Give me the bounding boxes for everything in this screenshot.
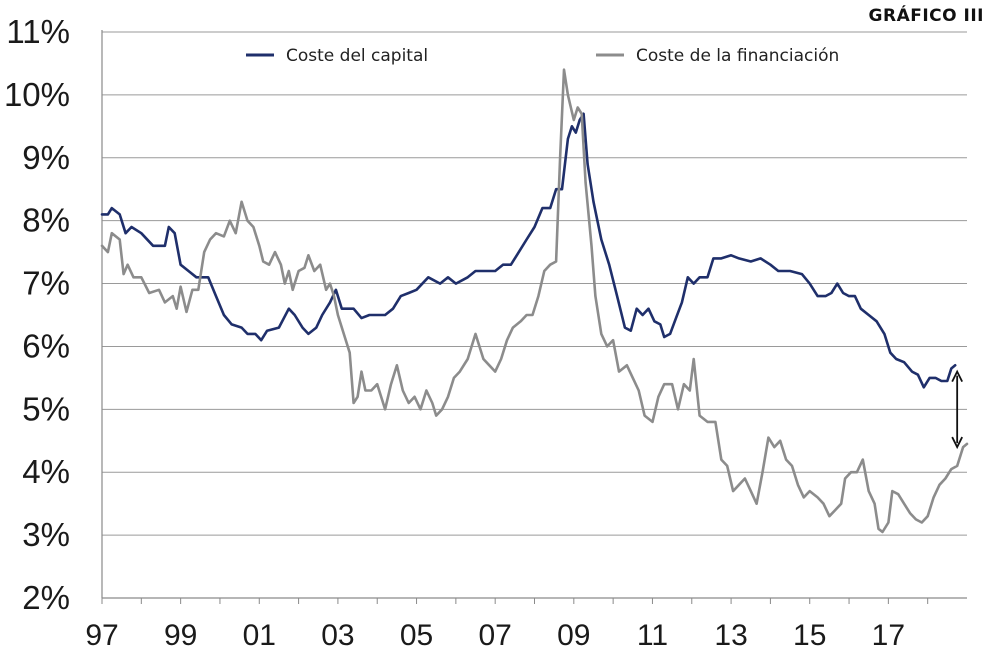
y-tick-label: 2% — [22, 579, 70, 616]
x-tick-label: 05 — [400, 619, 433, 652]
x-tick-label: 09 — [557, 619, 590, 652]
series-line-1 — [100, 112, 957, 389]
y-tick-label: 10% — [4, 76, 70, 113]
y-tick-label: 8% — [22, 202, 70, 239]
legend-label-1: Coste del capital — [286, 46, 428, 66]
legend: Coste del capital Coste de la financiació… — [246, 46, 839, 66]
x-tick-label: 15 — [793, 619, 826, 652]
gap-arrow-head-top — [951, 369, 963, 383]
x-tick-label: 01 — [243, 619, 276, 652]
series-lines — [100, 68, 969, 534]
annotations — [951, 369, 963, 450]
x-tick-label: 99 — [164, 619, 197, 652]
y-tick-label: 3% — [22, 516, 70, 553]
y-tick-label: 6% — [22, 327, 70, 364]
x-tick-label: 07 — [478, 619, 511, 652]
x-tick-label: 97 — [85, 619, 118, 652]
series-line-2 — [100, 68, 969, 534]
y-tick-label: 9% — [22, 139, 70, 176]
axes: 2% 3% 4% 5% 6% 7% 8% 9% 10% 11% 97 99 01 03 05 07 09 11 13… — [4, 13, 967, 652]
x-tick-label: 13 — [714, 619, 747, 652]
y-tick-label: 7% — [22, 265, 70, 302]
y-tick-label: 4% — [22, 453, 70, 490]
x-tick-label: 03 — [321, 619, 354, 652]
x-tick-label: 17 — [872, 619, 905, 652]
x-tick-label: 11 — [637, 619, 668, 652]
gap-arrow-head-bottom — [951, 436, 963, 450]
y-tick-label: 5% — [22, 390, 70, 427]
chart-label: GRÁFICO III — [868, 6, 984, 26]
y-tick-label: 11% — [6, 13, 70, 50]
legend-label-2: Coste de la financiación — [636, 46, 839, 66]
